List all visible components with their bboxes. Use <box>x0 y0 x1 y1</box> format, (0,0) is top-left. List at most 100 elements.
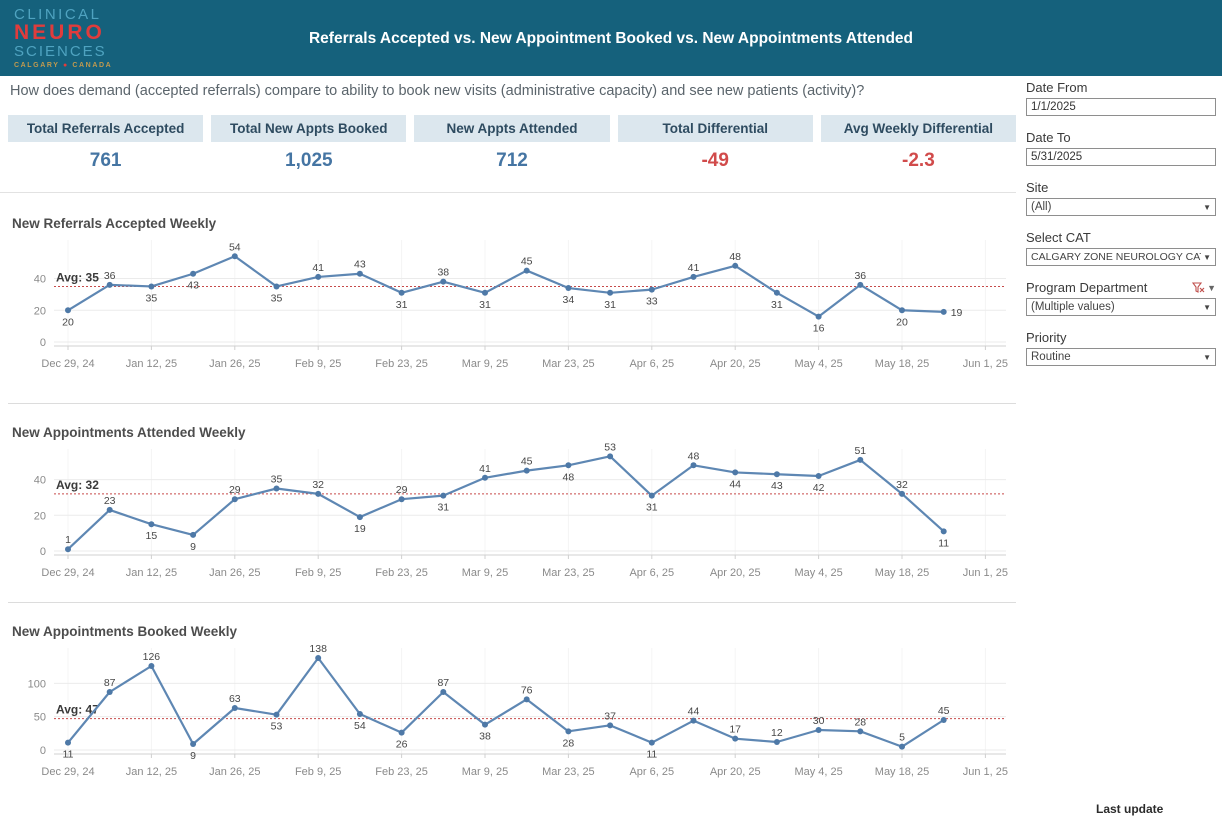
data-point-marker[interactable] <box>398 729 405 736</box>
dashboard-question-subtitle: How does demand (accepted referrals) com… <box>10 83 865 99</box>
chart-referrals-accepted-weekly[interactable]: 0 20 40 Avg: 35 20 36 35 43 54 35 41 43 31 38 31 45 34 31… <box>6 234 1016 379</box>
data-point-marker[interactable] <box>356 514 363 521</box>
chart-appointments-booked-weekly[interactable]: 0 50 100 Avg: 47 11 87 126 9 63 53 138 54 26 87 38 76 28… <box>6 642 1016 787</box>
data-point-label: 11 <box>646 749 657 761</box>
data-point-marker[interactable] <box>648 492 655 499</box>
data-point-marker[interactable] <box>190 531 197 538</box>
data-point-marker[interactable] <box>356 711 363 717</box>
data-point-marker[interactable] <box>315 273 322 280</box>
data-point-marker[interactable] <box>815 313 822 320</box>
data-point-label: 30 <box>813 715 825 727</box>
data-point-marker[interactable] <box>523 267 530 274</box>
data-point-marker[interactable] <box>398 289 405 296</box>
data-point-marker[interactable] <box>857 456 864 463</box>
x-axis-tick-label: May 18, 25 <box>875 567 929 579</box>
data-point-marker[interactable] <box>231 496 238 503</box>
select-cat-dropdown[interactable]: CALGARY ZONE NEUROLOGY CAT ▼ <box>1026 248 1216 266</box>
data-point-label: 51 <box>854 445 866 457</box>
data-point-marker[interactable] <box>773 289 780 296</box>
data-point-marker[interactable] <box>440 689 447 695</box>
data-point-label: 28 <box>854 716 866 728</box>
data-point-marker[interactable] <box>648 739 655 746</box>
data-point-label: 29 <box>229 484 241 496</box>
data-point-marker[interactable] <box>690 717 697 724</box>
date-to-input[interactable]: 5/31/2025 <box>1026 148 1216 166</box>
data-point-label: 36 <box>854 270 866 282</box>
date-from-input[interactable]: 1/1/2025 <box>1026 98 1216 116</box>
data-point-label: 41 <box>479 463 491 475</box>
data-point-marker[interactable] <box>732 469 739 476</box>
data-point-marker[interactable] <box>690 462 697 469</box>
data-point-marker[interactable] <box>857 728 864 735</box>
data-point-marker[interactable] <box>273 711 280 718</box>
data-point-marker[interactable] <box>732 262 739 269</box>
data-point-marker[interactable] <box>565 728 572 735</box>
data-point-label: 31 <box>437 502 449 514</box>
y-axis-tick-label: 40 <box>34 274 46 286</box>
data-point-marker[interactable] <box>398 496 405 503</box>
data-point-marker[interactable] <box>148 283 155 290</box>
date-from-value: 1/1/2025 <box>1031 101 1076 113</box>
data-point-marker[interactable] <box>690 273 697 280</box>
data-point-marker[interactable] <box>273 283 280 290</box>
data-point-marker[interactable] <box>899 743 905 750</box>
data-point-marker[interactable] <box>815 727 822 733</box>
data-point-label: 15 <box>146 530 158 542</box>
priority-dropdown[interactable]: Routine ▼ <box>1026 348 1216 366</box>
data-point-marker[interactable] <box>899 307 905 314</box>
data-point-marker[interactable] <box>190 741 197 747</box>
data-point-marker[interactable] <box>523 467 530 474</box>
data-point-marker[interactable] <box>565 462 572 469</box>
site-dropdown[interactable]: (All) ▼ <box>1026 198 1216 216</box>
data-point-marker[interactable] <box>940 528 947 535</box>
trend-line <box>67 255 944 318</box>
data-point-marker[interactable] <box>315 490 322 497</box>
data-point-label: 9 <box>190 541 196 553</box>
data-point-marker[interactable] <box>607 722 614 729</box>
x-axis-tick-label: Apr 6, 25 <box>629 567 674 579</box>
data-point-marker[interactable] <box>815 473 822 479</box>
data-point-marker[interactable] <box>65 546 71 553</box>
filter-clear-icon[interactable] <box>1192 281 1205 294</box>
data-point-marker[interactable] <box>190 270 197 277</box>
x-axis-tick-label: Apr 20, 25 <box>710 766 761 778</box>
data-point-marker[interactable] <box>106 689 113 695</box>
data-point-marker[interactable] <box>106 281 113 288</box>
data-point-marker[interactable] <box>231 705 238 711</box>
data-point-marker[interactable] <box>773 739 780 745</box>
filter-date-from: Date From 1/1/2025 <box>1026 80 1216 116</box>
data-point-marker[interactable] <box>440 492 447 499</box>
data-point-marker[interactable] <box>773 471 780 478</box>
data-point-marker[interactable] <box>65 739 71 746</box>
data-point-marker[interactable] <box>899 490 905 497</box>
chart-appointments-attended-weekly[interactable]: 0 20 40 Avg: 32 1 23 15 9 29 35 32 19 29 31 41 45 48 53 31… <box>6 443 1016 588</box>
data-point-marker[interactable] <box>315 655 322 661</box>
data-point-marker[interactable] <box>148 663 155 669</box>
data-point-marker[interactable] <box>482 289 488 296</box>
x-axis-tick-label: May 18, 25 <box>875 766 929 778</box>
data-point-marker[interactable] <box>565 285 572 292</box>
data-point-marker[interactable] <box>148 521 155 528</box>
data-point-marker[interactable] <box>482 474 488 481</box>
data-point-marker[interactable] <box>273 485 280 492</box>
data-point-marker[interactable] <box>440 278 447 285</box>
data-point-marker[interactable] <box>65 307 71 314</box>
x-axis-tick-label: Jan 12, 25 <box>126 567 177 579</box>
data-point-label: 54 <box>229 241 241 253</box>
data-point-marker[interactable] <box>356 270 363 277</box>
data-point-marker[interactable] <box>940 717 947 723</box>
data-point-marker[interactable] <box>857 281 864 288</box>
program-department-label: Program Department <box>1026 280 1148 295</box>
data-point-marker[interactable] <box>607 453 614 460</box>
data-point-marker[interactable] <box>106 506 113 513</box>
data-point-marker[interactable] <box>648 286 655 293</box>
data-point-marker[interactable] <box>482 721 488 728</box>
program-department-dropdown[interactable]: (Multiple values) ▼ <box>1026 298 1216 316</box>
chevron-down-icon[interactable]: ▼ <box>1207 282 1216 293</box>
data-point-marker[interactable] <box>940 308 947 315</box>
data-point-marker[interactable] <box>607 289 614 296</box>
data-point-marker[interactable] <box>231 253 238 260</box>
data-point-marker[interactable] <box>523 696 530 703</box>
x-axis-tick-label: Jan 12, 25 <box>126 358 177 370</box>
data-point-marker[interactable] <box>732 735 739 742</box>
